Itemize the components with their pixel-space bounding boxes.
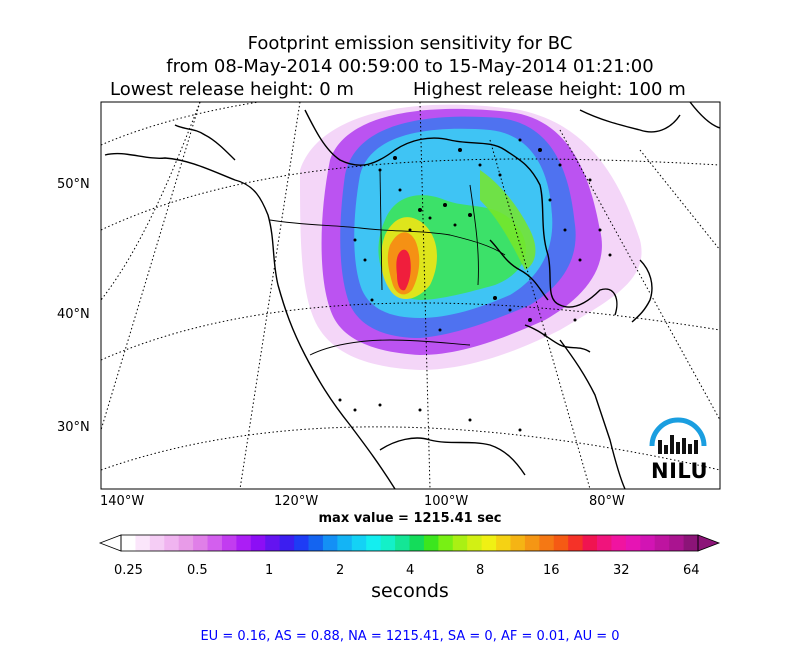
lat-label-40n: 40°N	[57, 307, 90, 322]
colorbar-cell	[582, 535, 598, 551]
lat-label-50n: 50°N	[57, 177, 90, 192]
colorbar-cell	[481, 535, 497, 551]
colorbar-cell	[683, 535, 699, 551]
colorbar-frame	[120, 534, 699, 552]
colorbar-cell	[294, 535, 309, 551]
colorbar-tick: 0.25	[114, 563, 143, 578]
colorbar-cell	[597, 535, 612, 551]
colorbar-cell	[524, 535, 540, 551]
colorbar-cell	[568, 535, 583, 551]
colorbar-tick: 8	[476, 563, 485, 578]
colorbar-cell	[366, 535, 382, 551]
lowest-release-height: Lowest release height: 0 m	[110, 79, 354, 100]
colorbar-tick: 2	[336, 563, 345, 578]
map-subtitle-period: from 08-May-2014 00:59:00 to 15-May-2014…	[166, 56, 654, 77]
colorbar-cell	[438, 535, 454, 551]
colorbar-cell	[250, 535, 266, 551]
map-title: Footprint emission sensitivity for BC	[247, 33, 573, 54]
colorbar-cell	[409, 535, 425, 551]
lon-label-120w: 120°W	[274, 494, 319, 509]
colorbar-cell	[496, 535, 511, 551]
colorbar-cell	[539, 535, 555, 551]
colorbar-cell	[510, 535, 526, 551]
colorbar-cell	[308, 535, 324, 551]
graticule	[101, 102, 720, 489]
colorbar-cell	[135, 535, 151, 551]
max-value-label: max value = 1215.41 sec	[318, 511, 502, 526]
map-area	[101, 102, 720, 489]
sensitivity-green-band	[480, 170, 536, 270]
coastlines	[104, 102, 720, 489]
colorbar-cell	[611, 535, 627, 551]
highest-release-height: Highest release height: 100 m	[413, 79, 686, 100]
colorbar-tick: 0.5	[187, 563, 208, 578]
colorbar-cell	[221, 535, 237, 551]
colorbar-tick: 4	[406, 563, 415, 578]
colorbar-cell	[423, 535, 439, 551]
colorbar-cell	[625, 535, 641, 551]
colorbar-cell	[149, 535, 165, 551]
borders	[269, 169, 506, 356]
colorbar-cell	[351, 535, 367, 551]
colorbar-cell	[178, 535, 194, 551]
sensitivity-red	[396, 249, 411, 291]
colorbar-cell	[279, 535, 295, 551]
colorbar-cell	[121, 535, 136, 551]
colorbar-cells	[121, 535, 699, 551]
colorbar-cell	[640, 535, 656, 551]
colorbar-cell	[236, 535, 252, 551]
colorbar-cell	[654, 535, 670, 551]
nilu-logo-text: NILU	[651, 459, 709, 483]
colorbar-unit-label: seconds	[371, 580, 449, 602]
colorbar-cell	[467, 535, 483, 551]
colorbar-cell	[553, 535, 569, 551]
nilu-logo	[649, 417, 707, 454]
lon-label-140w: 140°W	[100, 494, 145, 509]
colorbar-cell	[380, 535, 396, 551]
colorbar-cell	[322, 535, 338, 551]
colorbar-tick: 32	[613, 563, 630, 578]
colorbar-cell	[164, 535, 180, 551]
colorbar-cell	[337, 535, 353, 551]
colorbar-high-arrow	[697, 534, 721, 552]
colorbar-cell	[452, 535, 468, 551]
colorbar-cell	[193, 535, 208, 551]
map-frame	[100, 101, 721, 490]
lat-label-30n: 30°N	[57, 420, 90, 435]
colorbar-cell	[669, 535, 684, 551]
colorbar-tick: 1	[265, 563, 274, 578]
colorbar-tick: 16	[543, 563, 560, 578]
colorbar-tick: 64	[683, 563, 700, 578]
colorbar-low-arrow	[98, 534, 122, 552]
colorbar-cell	[207, 535, 223, 551]
lon-label-80w: 80°W	[589, 494, 625, 509]
colorbar-cell	[265, 535, 281, 551]
colorbar-cell	[395, 535, 410, 551]
lakes-islands	[338, 138, 612, 432]
region-statistics: EU = 0.16, AS = 0.88, NA = 1215.41, SA =…	[200, 629, 620, 644]
lon-label-100w: 100°W	[424, 494, 469, 509]
